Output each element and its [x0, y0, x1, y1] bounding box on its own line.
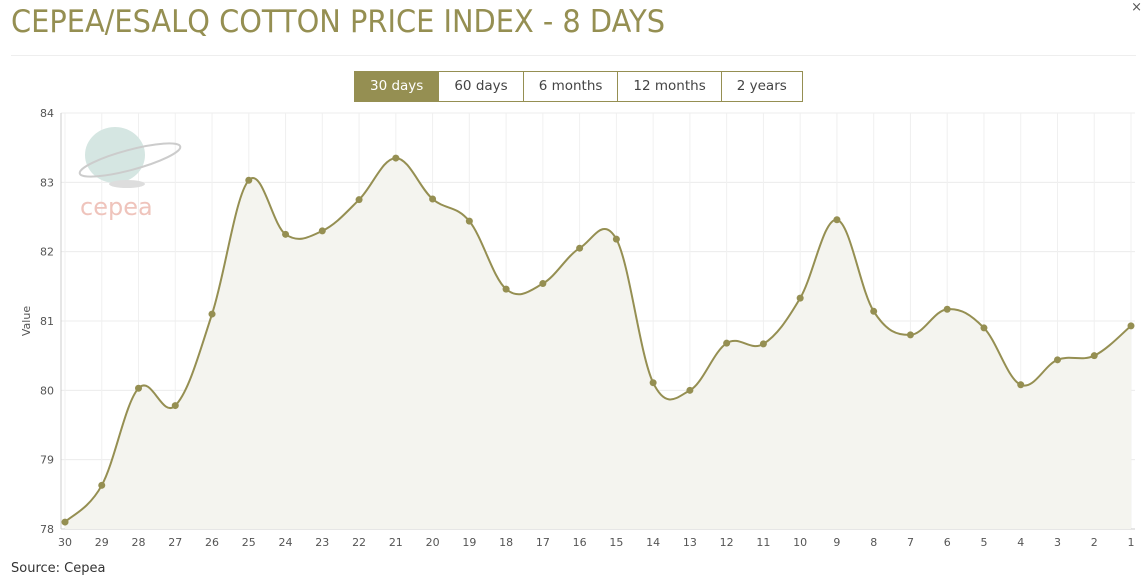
x-tick-label: 7: [907, 536, 914, 549]
x-tick-label: 19: [462, 536, 476, 549]
range-button-30-days[interactable]: 30 days: [355, 72, 439, 101]
x-tick-label: 21: [389, 536, 403, 549]
data-point: [539, 280, 547, 288]
x-tick-label: 8: [870, 536, 877, 549]
x-tick-label: 25: [242, 536, 256, 549]
data-point: [98, 481, 106, 489]
range-button-60-days[interactable]: 60 days: [438, 72, 523, 101]
data-point: [1053, 356, 1061, 364]
data-point: [245, 176, 253, 184]
data-point: [355, 196, 363, 204]
data-point: [171, 402, 179, 410]
x-tick-label: 5: [980, 536, 987, 549]
x-tick-label: 1: [1128, 536, 1135, 549]
x-tick-label: 10: [793, 536, 807, 549]
x-tick-label: 22: [352, 536, 366, 549]
data-point: [135, 384, 143, 392]
range-button-12-months[interactable]: 12 months: [617, 72, 721, 101]
series-area: [65, 158, 1131, 529]
y-tick-label: 82: [40, 246, 54, 259]
x-tick-label: 16: [573, 536, 587, 549]
y-tick-label: 84: [40, 107, 54, 120]
x-tick-label: 28: [132, 536, 146, 549]
x-tick-label: 15: [609, 536, 623, 549]
x-tick-label: 30: [58, 536, 72, 549]
y-tick-label: 79: [40, 454, 54, 467]
x-tick-label: 9: [833, 536, 840, 549]
data-point: [282, 230, 290, 238]
data-point: [502, 285, 510, 293]
data-point: [392, 154, 400, 162]
x-tick-label: 13: [683, 536, 697, 549]
y-tick-label: 78: [40, 523, 54, 536]
x-tick-label: 11: [756, 536, 770, 549]
x-tick-label: 4: [1017, 536, 1024, 549]
data-point: [906, 331, 914, 339]
x-tick-label: 12: [720, 536, 734, 549]
x-tick-label: 20: [426, 536, 440, 549]
x-tick-label: 3: [1054, 536, 1061, 549]
data-point: [1017, 381, 1025, 389]
x-tick-label: 18: [499, 536, 513, 549]
data-point: [833, 216, 841, 224]
data-point: [723, 339, 731, 347]
x-tick-label: 29: [95, 536, 109, 549]
x-tick-label: 14: [646, 536, 660, 549]
y-tick-label: 81: [40, 315, 54, 328]
data-point: [61, 518, 69, 526]
x-tick-label: 26: [205, 536, 219, 549]
data-point: [686, 386, 694, 394]
divider: [11, 55, 1136, 56]
series-line: [64, 157, 1132, 523]
data-point: [429, 195, 437, 203]
x-tick-label: 6: [944, 536, 951, 549]
data-point: [318, 227, 326, 235]
x-tick-label: 17: [536, 536, 550, 549]
x-tick-label: 24: [279, 536, 293, 549]
data-point: [1090, 352, 1098, 360]
cepea-logo: cepea: [78, 127, 182, 221]
data-point: [208, 310, 216, 318]
range-selector: 30 days 60 days 6 months 12 months 2 yea…: [354, 71, 803, 102]
y-axis-label: Value: [20, 306, 33, 336]
data-point: [649, 379, 657, 387]
logo-text: cepea: [80, 193, 153, 221]
data-point: [980, 324, 988, 332]
range-button-2-years[interactable]: 2 years: [720, 72, 802, 101]
data-point: [1127, 322, 1135, 330]
data-point: [759, 340, 767, 348]
data-point: [576, 244, 584, 252]
close-icon[interactable]: ×: [1131, 0, 1142, 15]
y-tick-label: 80: [40, 384, 54, 397]
data-point: [796, 294, 804, 302]
page-title: CEPEA/ESALQ COTTON PRICE INDEX - 8 DAYS: [11, 4, 666, 40]
data-point: [870, 307, 878, 315]
data-point: [465, 217, 473, 225]
data-point: [943, 305, 951, 313]
data-point: [612, 235, 620, 243]
y-tick-label: 83: [40, 176, 54, 189]
source-note: Source: Cepea: [11, 561, 106, 576]
x-tick-label: 23: [315, 536, 329, 549]
x-tick-label: 2: [1091, 536, 1098, 549]
range-button-6-months[interactable]: 6 months: [522, 72, 618, 101]
x-tick-label: 27: [168, 536, 182, 549]
